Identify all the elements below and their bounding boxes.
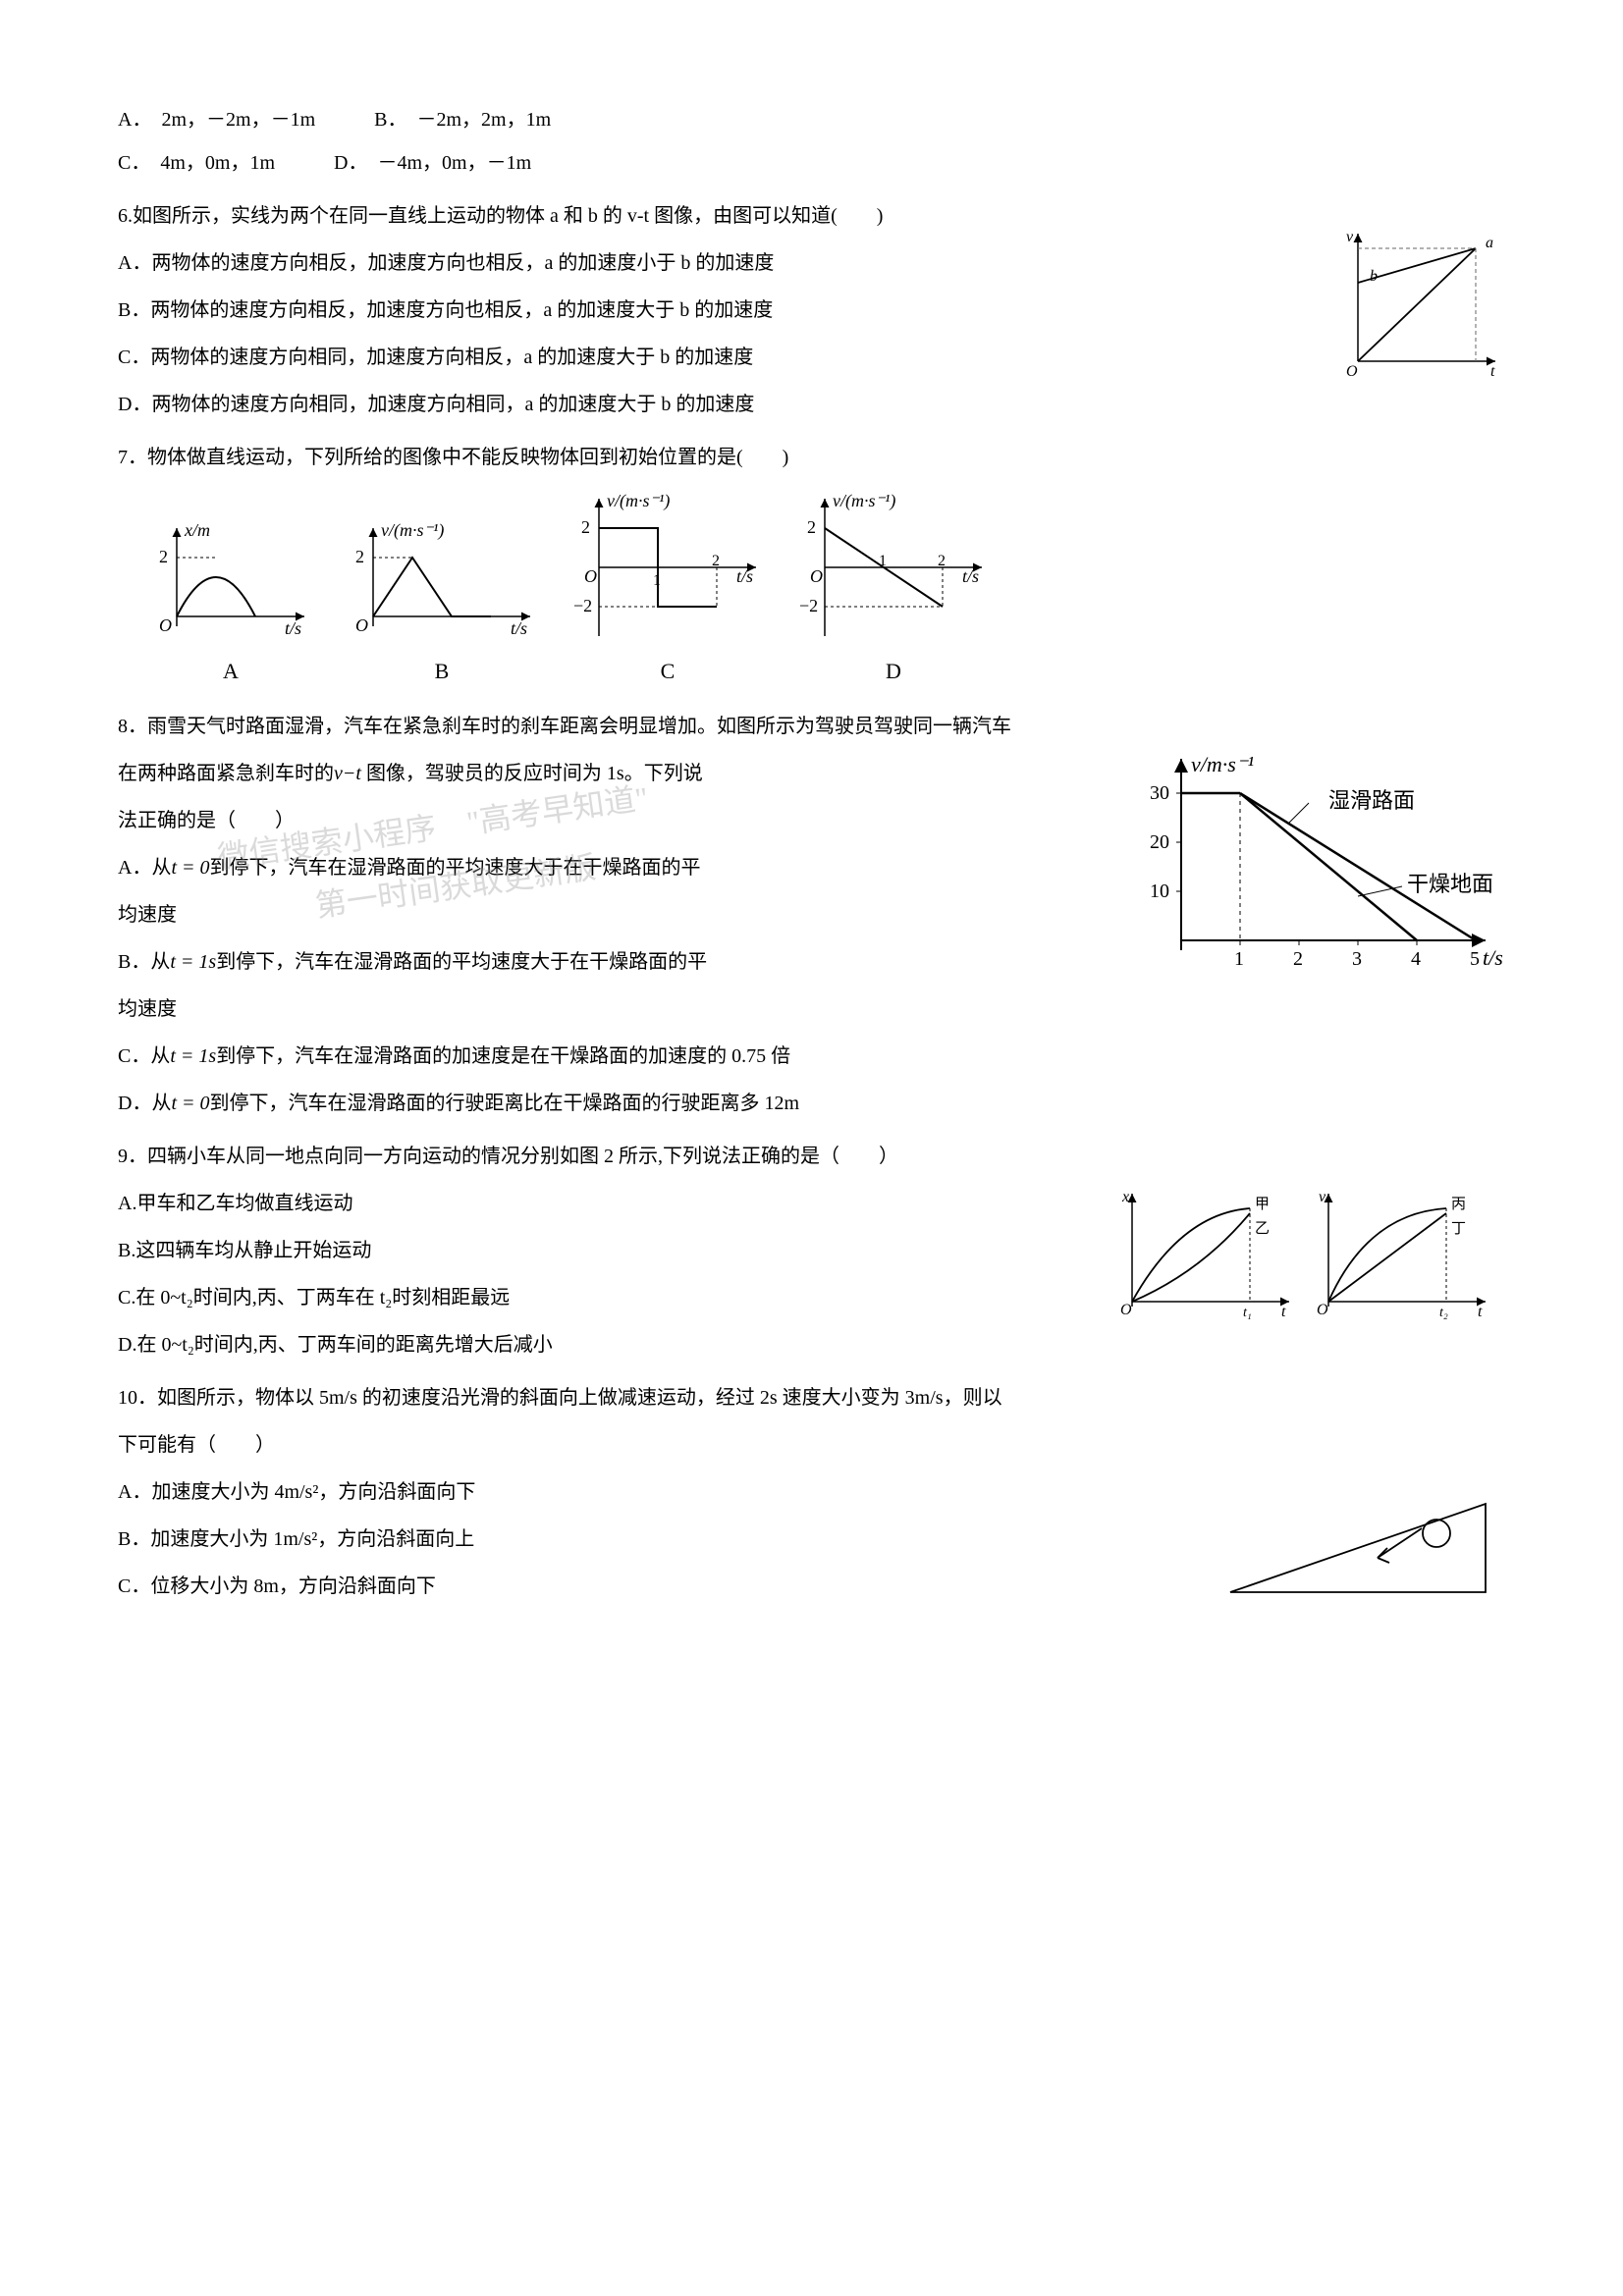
svg-text:2: 2 [712, 553, 720, 569]
q7-fig-D: v/(m·s⁻¹) t/s 2 −2 1 2 O D [795, 489, 992, 695]
q9-figure: x t O 甲 乙 t₁ v t O 丙 丁 t₂ [1112, 1184, 1505, 1321]
q7-fig-B: v/(m·s⁻¹) t/s 2 O B [344, 518, 540, 695]
svg-text:t/s: t/s [1483, 945, 1503, 970]
q7-fig-A: x/m t/s 2 O A [147, 518, 314, 695]
svg-text:v: v [1319, 1189, 1326, 1205]
svg-text:−2: −2 [573, 596, 592, 615]
svg-text:2: 2 [581, 517, 590, 537]
q5-B-text: －2m，2m，1m [416, 109, 551, 131]
svg-text:乙: 乙 [1255, 1221, 1270, 1237]
svg-text:5: 5 [1470, 948, 1480, 970]
q8-figure: 10 20 30 1 2 3 4 5 v/m·s⁻¹ t/s 湿滑路面 干燥地面 [1132, 744, 1505, 980]
svg-text:t₁: t₁ [1243, 1306, 1252, 1320]
svg-text:10: 10 [1150, 881, 1169, 902]
svg-text:v/(m·s⁻¹): v/(m·s⁻¹) [607, 491, 670, 511]
svg-text:O: O [355, 615, 368, 635]
svg-text:O: O [1317, 1302, 1328, 1318]
q6: a b v t O 6.如图所示，实线为两个在同一直线上运动的物体 a 和 b … [118, 194, 1505, 426]
svg-text:t/s: t/s [962, 566, 979, 586]
svg-text:2: 2 [1293, 948, 1303, 970]
q6-label-b: b [1370, 268, 1378, 285]
svg-text:20: 20 [1150, 831, 1169, 853]
q10-figure [1211, 1474, 1505, 1612]
q5-opt-D: D．－4m，0m，－1m [334, 141, 531, 185]
q7-stem: 7．物体做直线运动，下列所给的图像中不能反映物体回到初始位置的是( ) [118, 436, 1505, 479]
svg-text:t₂: t₂ [1439, 1306, 1448, 1320]
q5-C-text: 4m，0m，1m [160, 152, 275, 174]
svg-text:t/s: t/s [736, 566, 753, 586]
svg-text:2: 2 [807, 517, 816, 537]
svg-text:1: 1 [1234, 948, 1244, 970]
q6-figure: a b v t O [1338, 224, 1505, 381]
q5-D-text: －4m，0m，－1m [377, 152, 531, 174]
q7-cap-D: D [795, 648, 992, 695]
q6-C: C．两物体的速度方向相同，加速度方向相反，a 的加速度大于 b 的加速度 [118, 336, 1505, 379]
q5-opt-C: C．4m，0m，1m [118, 141, 275, 185]
svg-text:干燥地面: 干燥地面 [1407, 872, 1493, 896]
q6-D: D．两物体的速度方向相同，加速度方向相同，a 的加速度大于 b 的加速度 [118, 383, 1505, 426]
svg-text:2: 2 [355, 547, 364, 566]
svg-text:1: 1 [879, 553, 887, 569]
q7-cap-A: A [147, 648, 314, 695]
q5-A-text: 2m，－2m，－1m [161, 109, 315, 131]
svg-text:v/(m·s⁻¹): v/(m·s⁻¹) [833, 491, 895, 511]
q10-stem2: 下可能有（ ） [118, 1423, 1505, 1467]
q6-label-a: a [1486, 235, 1493, 251]
q8-stem1: 8．雨雪天气时路面湿滑，汽车在紧急刹车时的刹车距离会明显增加。如图所示为驾驶员驾… [118, 705, 1505, 748]
q6-axis-t: t [1490, 363, 1495, 380]
svg-text:v/m·s⁻¹: v/m·s⁻¹ [1191, 752, 1254, 776]
svg-text:2: 2 [159, 547, 168, 566]
svg-text:丙: 丙 [1451, 1197, 1466, 1212]
svg-text:2: 2 [938, 553, 946, 569]
q8-B2: 均速度 [118, 988, 1505, 1031]
svg-text:O: O [584, 566, 597, 586]
q7-cap-C: C [569, 648, 766, 695]
q7-fig-C: v/(m·s⁻¹) t/s 2 −2 1 2 O C [569, 489, 766, 695]
q5-opt-B: B．－2m，2m，1m [374, 98, 551, 141]
q5-opt-A: A．2m，－2m，－1m [118, 98, 315, 141]
svg-text:甲: 甲 [1255, 1197, 1270, 1212]
svg-text:v/(m·s⁻¹): v/(m·s⁻¹) [381, 520, 444, 541]
svg-text:x/m: x/m [184, 520, 210, 540]
svg-text:1: 1 [653, 572, 661, 589]
q8-C: C．从t = 1s到停下，汽车在湿滑路面的加速度是在干燥路面的加速度的 0.75… [118, 1035, 1505, 1078]
svg-text:x: x [1121, 1189, 1129, 1205]
q9-stem: 9．四辆小车从同一地点向同一方向运动的情况分别如图 2 所示,下列说法正确的是（… [118, 1135, 1505, 1178]
svg-text:30: 30 [1150, 782, 1169, 804]
q10: 10．如图所示，物体以 5m/s 的初速度沿光滑的斜面向上做减速运动，经过 2s… [118, 1376, 1505, 1608]
q6-B: B．两物体的速度方向相反，加速度方向也相反，a 的加速度大于 b 的加速度 [118, 289, 1505, 332]
q6-origin: O [1346, 363, 1358, 380]
svg-text:丁: 丁 [1451, 1221, 1466, 1237]
svg-text:t: t [1478, 1304, 1483, 1320]
svg-text:O: O [1120, 1302, 1132, 1318]
q7: 7．物体做直线运动，下列所给的图像中不能反映物体回到初始位置的是( ) x/m … [118, 436, 1505, 695]
q10-stem: 10．如图所示，物体以 5m/s 的初速度沿光滑的斜面向上做减速运动，经过 2s… [118, 1376, 1505, 1419]
svg-text:t: t [1281, 1304, 1286, 1320]
svg-text:4: 4 [1411, 948, 1421, 970]
svg-text:t/s: t/s [511, 618, 527, 638]
svg-text:−2: −2 [799, 596, 818, 615]
svg-text:O: O [810, 566, 823, 586]
q9: x t O 甲 乙 t₁ v t O 丙 丁 t₂ 9．四辆小车从同一地点向同一… [118, 1135, 1505, 1366]
q6-A: A．两物体的速度方向相反，加速度方向也相反，a 的加速度小于 b 的加速度 [118, 241, 1505, 285]
svg-text:3: 3 [1352, 948, 1362, 970]
q9-D: D.在 0~t₂时间内,丙、丁两车间的距离先增大后减小 [118, 1323, 1505, 1366]
svg-text:t/s: t/s [285, 618, 301, 638]
q7-cap-B: B [344, 648, 540, 695]
q6-axis-v: v [1346, 229, 1354, 245]
q8: 微信搜索小程序 "高考早知道" 第一时间获取更新版 10 20 30 1 2 3… [118, 705, 1505, 1125]
q5-options: A．2m，－2m，－1m B．－2m，2m，1m C．4m，0m，1m D．－4… [118, 98, 1505, 185]
q8-D: D．从t = 0到停下，汽车在湿滑路面的行驶距离比在干燥路面的行驶距离多 12m [118, 1082, 1505, 1125]
q6-stem: 6.如图所示，实线为两个在同一直线上运动的物体 a 和 b 的 v-t 图像，由… [118, 194, 1505, 238]
svg-text:湿滑路面: 湿滑路面 [1328, 788, 1415, 813]
svg-text:O: O [159, 615, 172, 635]
